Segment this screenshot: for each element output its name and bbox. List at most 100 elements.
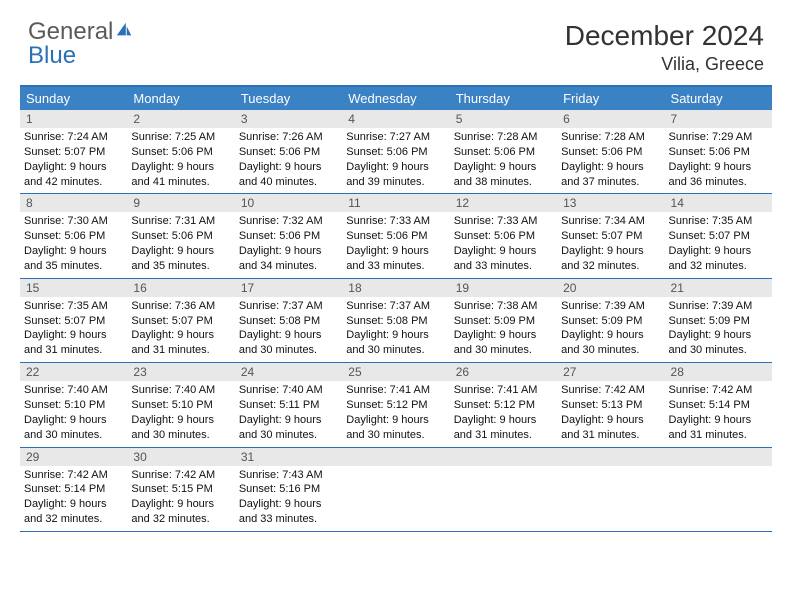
daylight-line: Daylight: 9 hours and 34 minutes. xyxy=(239,244,338,274)
daylight-line: Daylight: 9 hours and 36 minutes. xyxy=(669,160,768,190)
day-body: Sunrise: 7:41 AMSunset: 5:12 PMDaylight:… xyxy=(450,381,557,446)
day-cell: 5Sunrise: 7:28 AMSunset: 5:06 PMDaylight… xyxy=(450,110,557,193)
day-number: 5 xyxy=(450,110,557,128)
sunset-line: Sunset: 5:07 PM xyxy=(669,229,768,244)
day-cell: 14Sunrise: 7:35 AMSunset: 5:07 PMDayligh… xyxy=(665,194,772,277)
sunset-line: Sunset: 5:09 PM xyxy=(561,314,660,329)
daylight-line: Daylight: 9 hours and 31 minutes. xyxy=(131,328,230,358)
day-cell xyxy=(665,448,772,531)
dow-cell: Sunday xyxy=(20,87,127,110)
daylight-line: Daylight: 9 hours and 35 minutes. xyxy=(131,244,230,274)
daylight-line: Daylight: 9 hours and 41 minutes. xyxy=(131,160,230,190)
header: General Blue December 2024 Vilia, Greece xyxy=(0,0,792,75)
daylight-line: Daylight: 9 hours and 33 minutes. xyxy=(346,244,445,274)
sunset-line: Sunset: 5:06 PM xyxy=(561,145,660,160)
day-body: Sunrise: 7:34 AMSunset: 5:07 PMDaylight:… xyxy=(557,212,664,277)
day-number: 21 xyxy=(665,279,772,297)
day-number: 11 xyxy=(342,194,449,212)
day-number: 2 xyxy=(127,110,234,128)
day-body: Sunrise: 7:27 AMSunset: 5:06 PMDaylight:… xyxy=(342,128,449,193)
day-number: 1 xyxy=(20,110,127,128)
sunrise-line: Sunrise: 7:42 AM xyxy=(24,468,123,483)
sunrise-line: Sunrise: 7:28 AM xyxy=(561,130,660,145)
day-number: 7 xyxy=(665,110,772,128)
daylight-line: Daylight: 9 hours and 35 minutes. xyxy=(24,244,123,274)
daylight-line: Daylight: 9 hours and 42 minutes. xyxy=(24,160,123,190)
day-number: 13 xyxy=(557,194,664,212)
sunset-line: Sunset: 5:06 PM xyxy=(454,229,553,244)
sunset-line: Sunset: 5:06 PM xyxy=(346,229,445,244)
daylight-line: Daylight: 9 hours and 32 minutes. xyxy=(131,497,230,527)
daylight-line: Daylight: 9 hours and 30 minutes. xyxy=(239,413,338,443)
sunrise-line: Sunrise: 7:39 AM xyxy=(561,299,660,314)
day-body xyxy=(665,466,772,522)
month-title: December 2024 xyxy=(565,20,764,52)
day-body: Sunrise: 7:41 AMSunset: 5:12 PMDaylight:… xyxy=(342,381,449,446)
day-number: 23 xyxy=(127,363,234,381)
day-number: 14 xyxy=(665,194,772,212)
sunrise-line: Sunrise: 7:33 AM xyxy=(346,214,445,229)
sunset-line: Sunset: 5:07 PM xyxy=(24,314,123,329)
sunrise-line: Sunrise: 7:40 AM xyxy=(24,383,123,398)
sunrise-line: Sunrise: 7:33 AM xyxy=(454,214,553,229)
day-body: Sunrise: 7:31 AMSunset: 5:06 PMDaylight:… xyxy=(127,212,234,277)
day-body: Sunrise: 7:29 AMSunset: 5:06 PMDaylight:… xyxy=(665,128,772,193)
dow-cell: Wednesday xyxy=(342,87,449,110)
sunset-line: Sunset: 5:08 PM xyxy=(346,314,445,329)
day-body: Sunrise: 7:38 AMSunset: 5:09 PMDaylight:… xyxy=(450,297,557,362)
day-number: 15 xyxy=(20,279,127,297)
day-body: Sunrise: 7:37 AMSunset: 5:08 PMDaylight:… xyxy=(342,297,449,362)
sunrise-line: Sunrise: 7:25 AM xyxy=(131,130,230,145)
day-body: Sunrise: 7:35 AMSunset: 5:07 PMDaylight:… xyxy=(20,297,127,362)
day-number: 8 xyxy=(20,194,127,212)
day-body: Sunrise: 7:26 AMSunset: 5:06 PMDaylight:… xyxy=(235,128,342,193)
sunrise-line: Sunrise: 7:37 AM xyxy=(239,299,338,314)
sunrise-line: Sunrise: 7:37 AM xyxy=(346,299,445,314)
day-cell: 6Sunrise: 7:28 AMSunset: 5:06 PMDaylight… xyxy=(557,110,664,193)
week-row: 29Sunrise: 7:42 AMSunset: 5:14 PMDayligh… xyxy=(20,448,772,532)
location-label: Vilia, Greece xyxy=(565,54,764,75)
calendar-grid: SundayMondayTuesdayWednesdayThursdayFrid… xyxy=(20,85,772,532)
sunset-line: Sunset: 5:14 PM xyxy=(669,398,768,413)
day-number: 31 xyxy=(235,448,342,466)
daylight-line: Daylight: 9 hours and 31 minutes. xyxy=(561,413,660,443)
day-body: Sunrise: 7:32 AMSunset: 5:06 PMDaylight:… xyxy=(235,212,342,277)
day-cell: 3Sunrise: 7:26 AMSunset: 5:06 PMDaylight… xyxy=(235,110,342,193)
day-number: 12 xyxy=(450,194,557,212)
sunset-line: Sunset: 5:08 PM xyxy=(239,314,338,329)
sunrise-line: Sunrise: 7:40 AM xyxy=(239,383,338,398)
day-number: 18 xyxy=(342,279,449,297)
day-number: 4 xyxy=(342,110,449,128)
day-number: 30 xyxy=(127,448,234,466)
day-cell: 16Sunrise: 7:36 AMSunset: 5:07 PMDayligh… xyxy=(127,279,234,362)
sunset-line: Sunset: 5:10 PM xyxy=(131,398,230,413)
sunset-line: Sunset: 5:12 PM xyxy=(346,398,445,413)
sunset-line: Sunset: 5:10 PM xyxy=(24,398,123,413)
day-number xyxy=(342,448,449,466)
day-body: Sunrise: 7:40 AMSunset: 5:11 PMDaylight:… xyxy=(235,381,342,446)
day-body: Sunrise: 7:42 AMSunset: 5:13 PMDaylight:… xyxy=(557,381,664,446)
sunrise-line: Sunrise: 7:41 AM xyxy=(346,383,445,398)
sunrise-line: Sunrise: 7:40 AM xyxy=(131,383,230,398)
daylight-line: Daylight: 9 hours and 32 minutes. xyxy=(24,497,123,527)
sunrise-line: Sunrise: 7:42 AM xyxy=(561,383,660,398)
sunrise-line: Sunrise: 7:35 AM xyxy=(24,299,123,314)
day-cell: 10Sunrise: 7:32 AMSunset: 5:06 PMDayligh… xyxy=(235,194,342,277)
daylight-line: Daylight: 9 hours and 30 minutes. xyxy=(454,328,553,358)
sunset-line: Sunset: 5:11 PM xyxy=(239,398,338,413)
sunset-line: Sunset: 5:06 PM xyxy=(24,229,123,244)
sunrise-line: Sunrise: 7:24 AM xyxy=(24,130,123,145)
title-block: December 2024 Vilia, Greece xyxy=(565,20,764,75)
daylight-line: Daylight: 9 hours and 38 minutes. xyxy=(454,160,553,190)
day-body: Sunrise: 7:28 AMSunset: 5:06 PMDaylight:… xyxy=(557,128,664,193)
day-number: 20 xyxy=(557,279,664,297)
day-body: Sunrise: 7:36 AMSunset: 5:07 PMDaylight:… xyxy=(127,297,234,362)
sunset-line: Sunset: 5:12 PM xyxy=(454,398,553,413)
day-cell xyxy=(557,448,664,531)
day-number: 24 xyxy=(235,363,342,381)
sunset-line: Sunset: 5:13 PM xyxy=(561,398,660,413)
day-body: Sunrise: 7:30 AMSunset: 5:06 PMDaylight:… xyxy=(20,212,127,277)
dow-cell: Saturday xyxy=(665,87,772,110)
day-body xyxy=(557,466,664,522)
day-body: Sunrise: 7:39 AMSunset: 5:09 PMDaylight:… xyxy=(665,297,772,362)
